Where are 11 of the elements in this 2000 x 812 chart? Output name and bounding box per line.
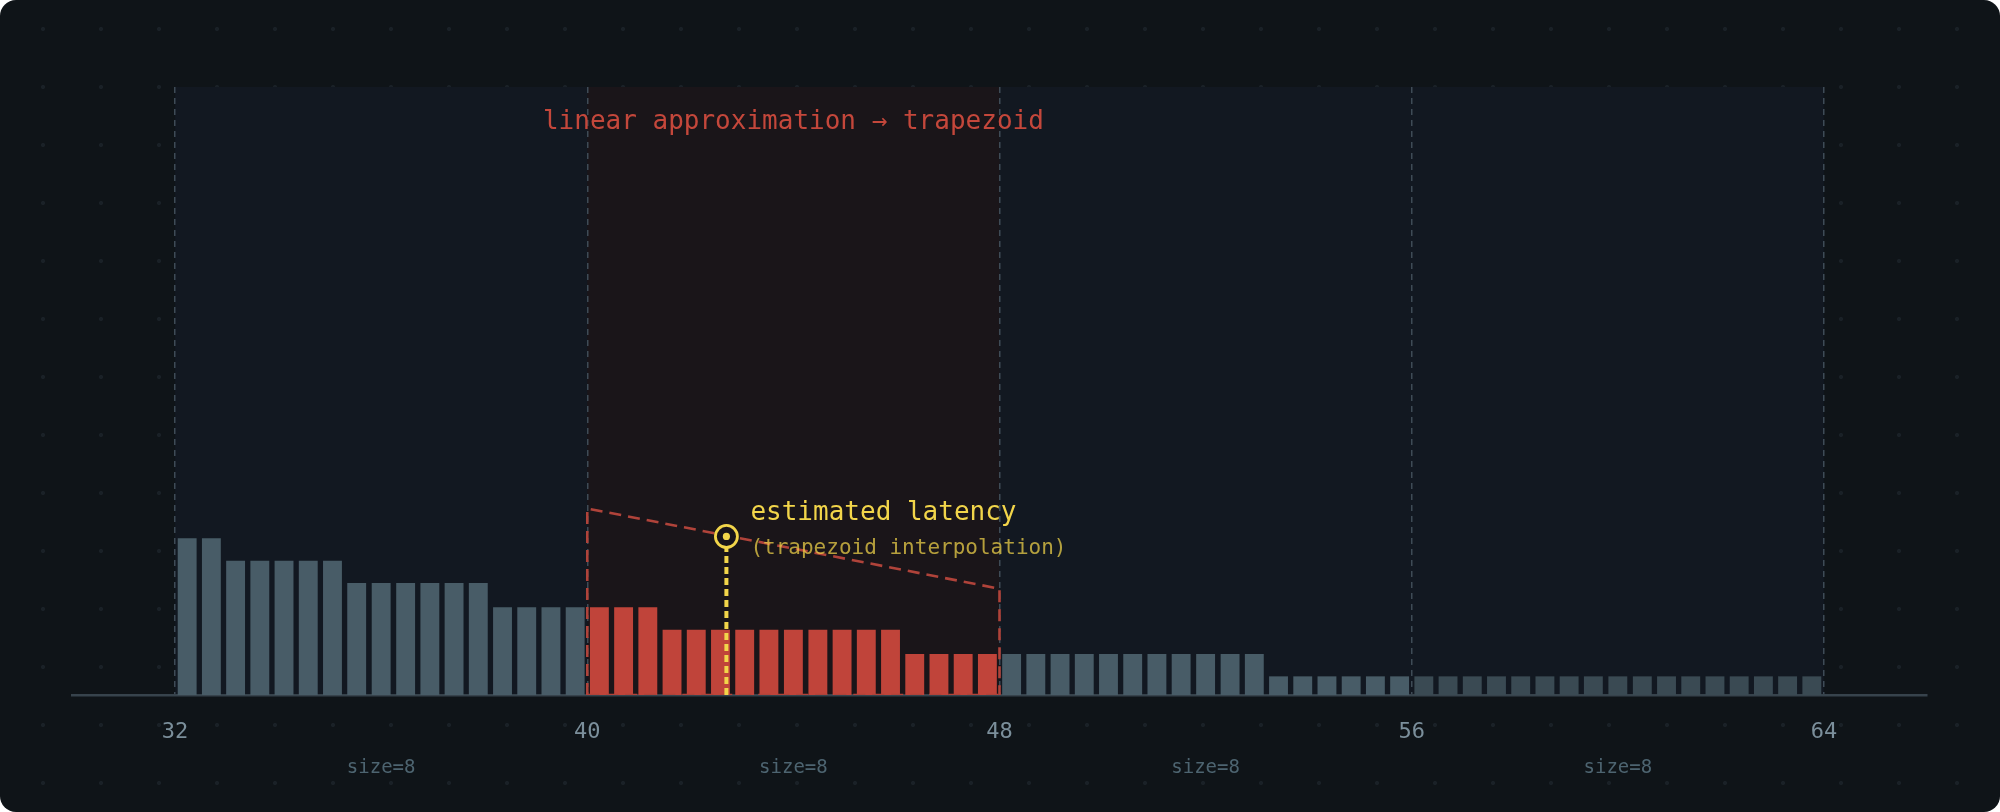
- text: size=8: [1171, 754, 1240, 777]
- x-tick-label: 64: [1810, 717, 1838, 743]
- annotation: estimated latency: [750, 496, 1017, 527]
- x-tick-label: 40: [574, 717, 601, 743]
- x-tick-label: 48: [986, 717, 1013, 743]
- x-tick-label: 56: [1398, 717, 1425, 743]
- text: size=8: [346, 754, 416, 777]
- text: size=8: [759, 754, 828, 777]
- band-label: linear approximation → trapezoid: [542, 104, 1044, 135]
- x-tick-label: 32: [161, 717, 189, 743]
- text: size=8: [1583, 754, 1653, 777]
